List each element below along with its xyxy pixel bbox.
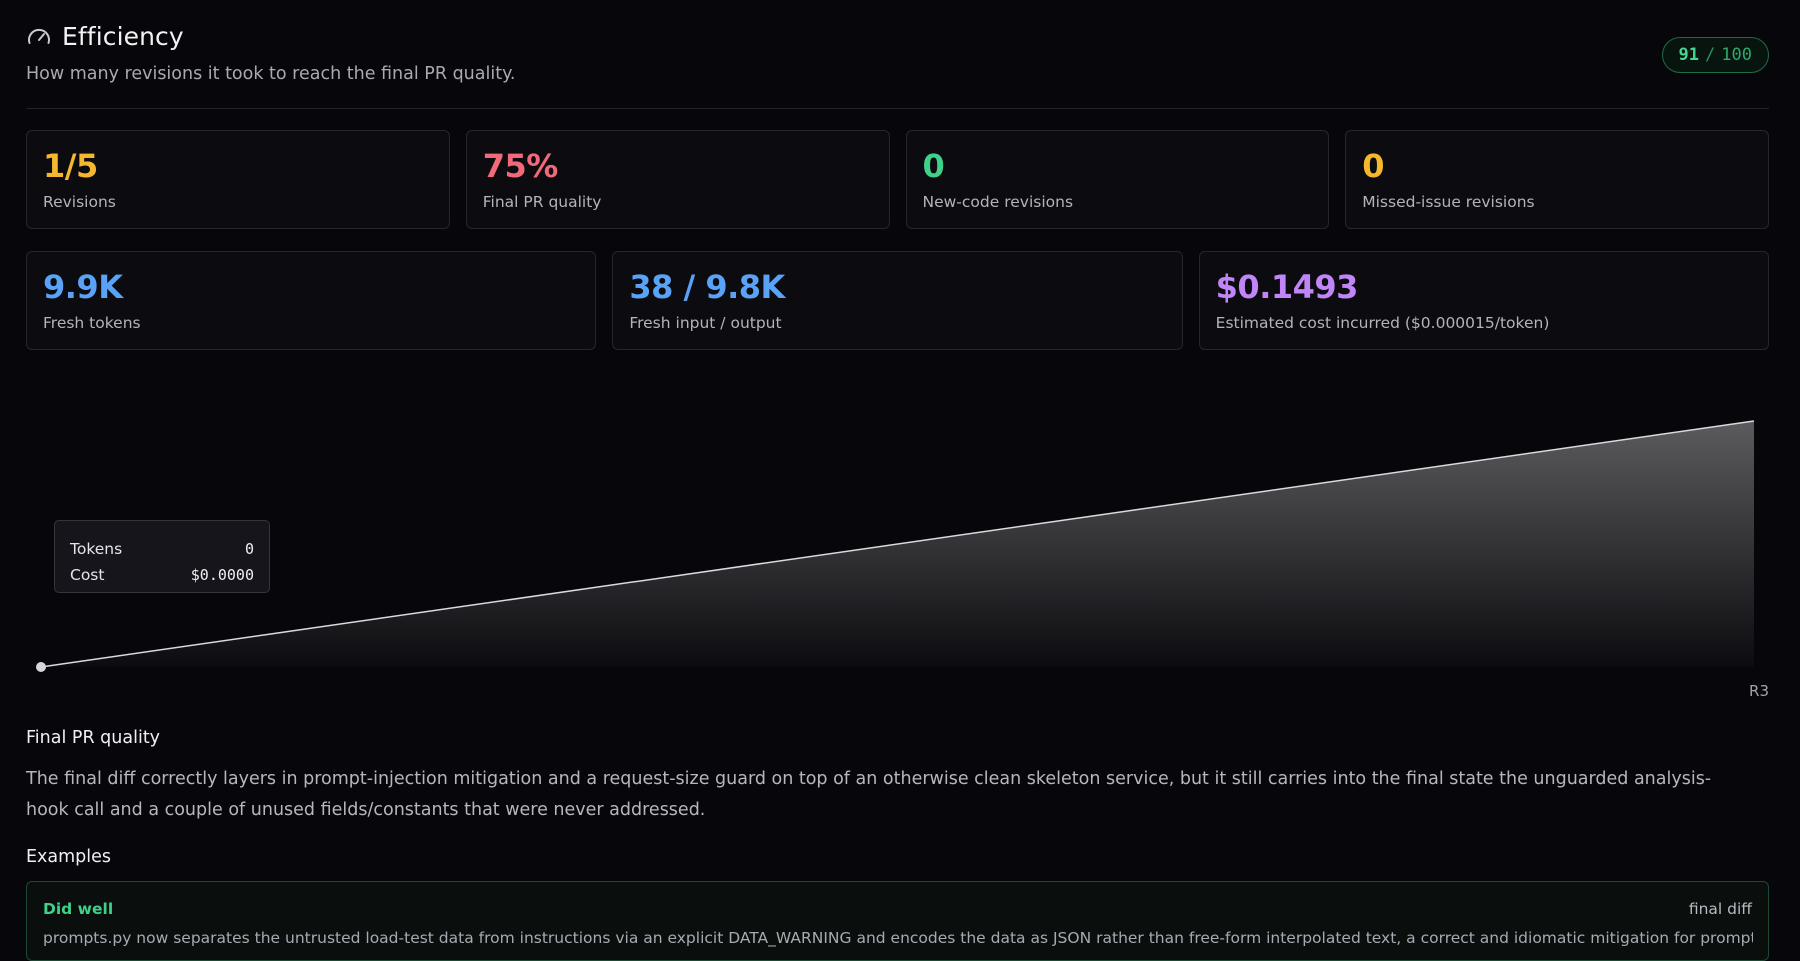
gauge-icon	[26, 24, 52, 50]
metric-card-fresh-input-output: 38 / 9.8K Fresh input / output	[612, 251, 1183, 350]
metric-label: Final PR quality	[482, 193, 602, 211]
metric-card-new-code-revisions: 0 New-code revisions	[905, 130, 1330, 229]
metric-card-fresh-tokens: 9.9K Fresh tokens	[26, 251, 597, 350]
example-card: Did well final diff prompts.py now separ…	[26, 881, 1769, 961]
page-title: Efficiency	[62, 22, 184, 51]
metric-value: 75%	[482, 147, 559, 185]
metric-card-revisions: 1/5 Revisions	[26, 130, 450, 229]
tooltip-value: 0	[244, 540, 254, 558]
metric-card-estimated-cost: $0.1493 Estimated cost incurred ($0.0000…	[1198, 251, 1769, 350]
page-subtitle: How many revisions it took to reach the …	[26, 64, 516, 84]
metric-label: Missed-issue revisions	[1362, 193, 1535, 211]
token-cost-chart[interactable]: Tokens 0 Cost $0.0000 R3	[26, 380, 1769, 710]
metric-card-missed-issue-revisions: 0 Missed-issue revisions	[1345, 130, 1769, 229]
metrics-row-top: 1/5 Revisions 75% Final PR quality 0 New…	[26, 130, 1769, 229]
score-badge: 91 / 100	[1661, 37, 1769, 73]
metric-value: 0	[922, 147, 945, 185]
metric-label: Estimated cost incurred ($0.000015/token…	[1215, 314, 1550, 332]
example-kind: Did well	[43, 900, 114, 918]
chart-tooltip: Tokens 0 Cost $0.0000	[54, 520, 270, 593]
metric-label: Fresh input / output	[629, 314, 782, 332]
metric-label: New-code revisions	[922, 193, 1074, 211]
example-scope: final diff	[1688, 900, 1752, 918]
score-separator: /	[1705, 45, 1716, 65]
x-tick-label: R3	[1749, 682, 1769, 700]
examples-heading: Examples	[26, 847, 112, 867]
series-line	[40, 420, 1755, 668]
final-quality-heading: Final PR quality	[26, 728, 161, 748]
final-quality-text: The final diff correctly layers in promp…	[26, 769, 1712, 820]
score-max: 100	[1721, 45, 1752, 65]
tooltip-value: $0.0000	[190, 566, 254, 584]
title-row: Efficiency	[26, 22, 184, 51]
metric-value: 0	[1362, 147, 1385, 185]
chart-svg	[36, 420, 1755, 672]
tooltip-label: Tokens	[70, 540, 123, 558]
score-value: 91	[1678, 45, 1700, 65]
metric-value: 38 / 9.8K	[629, 268, 785, 306]
metric-card-final-pr-quality: 75% Final PR quality	[465, 130, 890, 229]
metrics-row-bottom: 9.9K Fresh tokens 38 / 9.8K Fresh input …	[26, 251, 1769, 350]
metric-value: 9.9K	[43, 268, 123, 306]
tooltip-row-tokens: Tokens 0	[70, 536, 254, 562]
tooltip-row-cost: Cost $0.0000	[70, 562, 254, 588]
panel-header: Efficiency How many revisions it took to…	[26, 0, 1769, 109]
metric-label: Fresh tokens	[43, 314, 141, 332]
metric-value: $0.1493	[1215, 268, 1359, 306]
metric-label: Revisions	[43, 193, 116, 211]
example-text: prompts.py now separates the untrusted l…	[43, 929, 1753, 947]
metric-value: 1/5	[43, 147, 98, 185]
tooltip-label: Cost	[70, 566, 105, 584]
data-point-active[interactable]	[36, 662, 46, 672]
